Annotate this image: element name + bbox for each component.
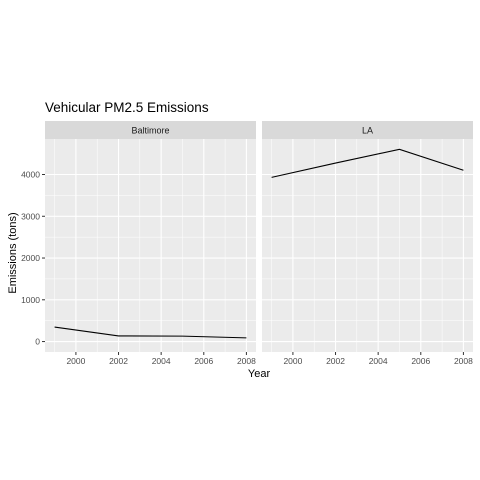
facet-strip-label: Baltimore <box>131 126 169 136</box>
facet-panels: Baltimore 2000 2002 2004 2006 2008 LA 2000 2002 2… <box>45 121 473 366</box>
x-tick-label: 2006 <box>194 356 213 366</box>
facet-panel-baltimore: Baltimore 2000 2002 2004 2006 2008 <box>45 121 256 366</box>
y-tick-label: 1000 <box>21 295 40 305</box>
y-tick-label: 0 <box>35 337 40 347</box>
chart-title: Vehicular PM2.5 Emissions <box>45 100 209 115</box>
panel-background <box>45 139 256 352</box>
y-tick-label: 2000 <box>21 253 40 263</box>
y-axis-title: Emissions (tons) <box>7 212 19 293</box>
series-line-la <box>271 148 464 178</box>
facet-strip <box>45 121 256 139</box>
facet-strip <box>262 121 473 139</box>
x-tick-label: 2004 <box>369 356 388 366</box>
x-tick-label: 2008 <box>454 356 473 366</box>
x-tick-label: 2004 <box>152 356 171 366</box>
y-axis: 0 1000 2000 3000 4000 <box>21 170 45 347</box>
x-tick-label: 2000 <box>283 356 302 366</box>
x-tick-label: 2002 <box>326 356 345 366</box>
y-tick-label: 4000 <box>21 170 40 180</box>
facet-strip-label: LA <box>362 126 373 136</box>
panel-background <box>262 139 473 352</box>
x-tick-label: 2002 <box>109 356 128 366</box>
x-axis-title: Year <box>248 368 271 380</box>
facet-panel-la: LA 2000 2002 2004 2006 2008 <box>262 121 473 366</box>
y-tick-label: 3000 <box>21 211 40 221</box>
series-line-baltimore <box>54 326 247 339</box>
x-tick-label: 2006 <box>411 356 430 366</box>
x-tick-label: 2000 <box>66 356 85 366</box>
x-tick-label: 2008 <box>237 356 256 366</box>
